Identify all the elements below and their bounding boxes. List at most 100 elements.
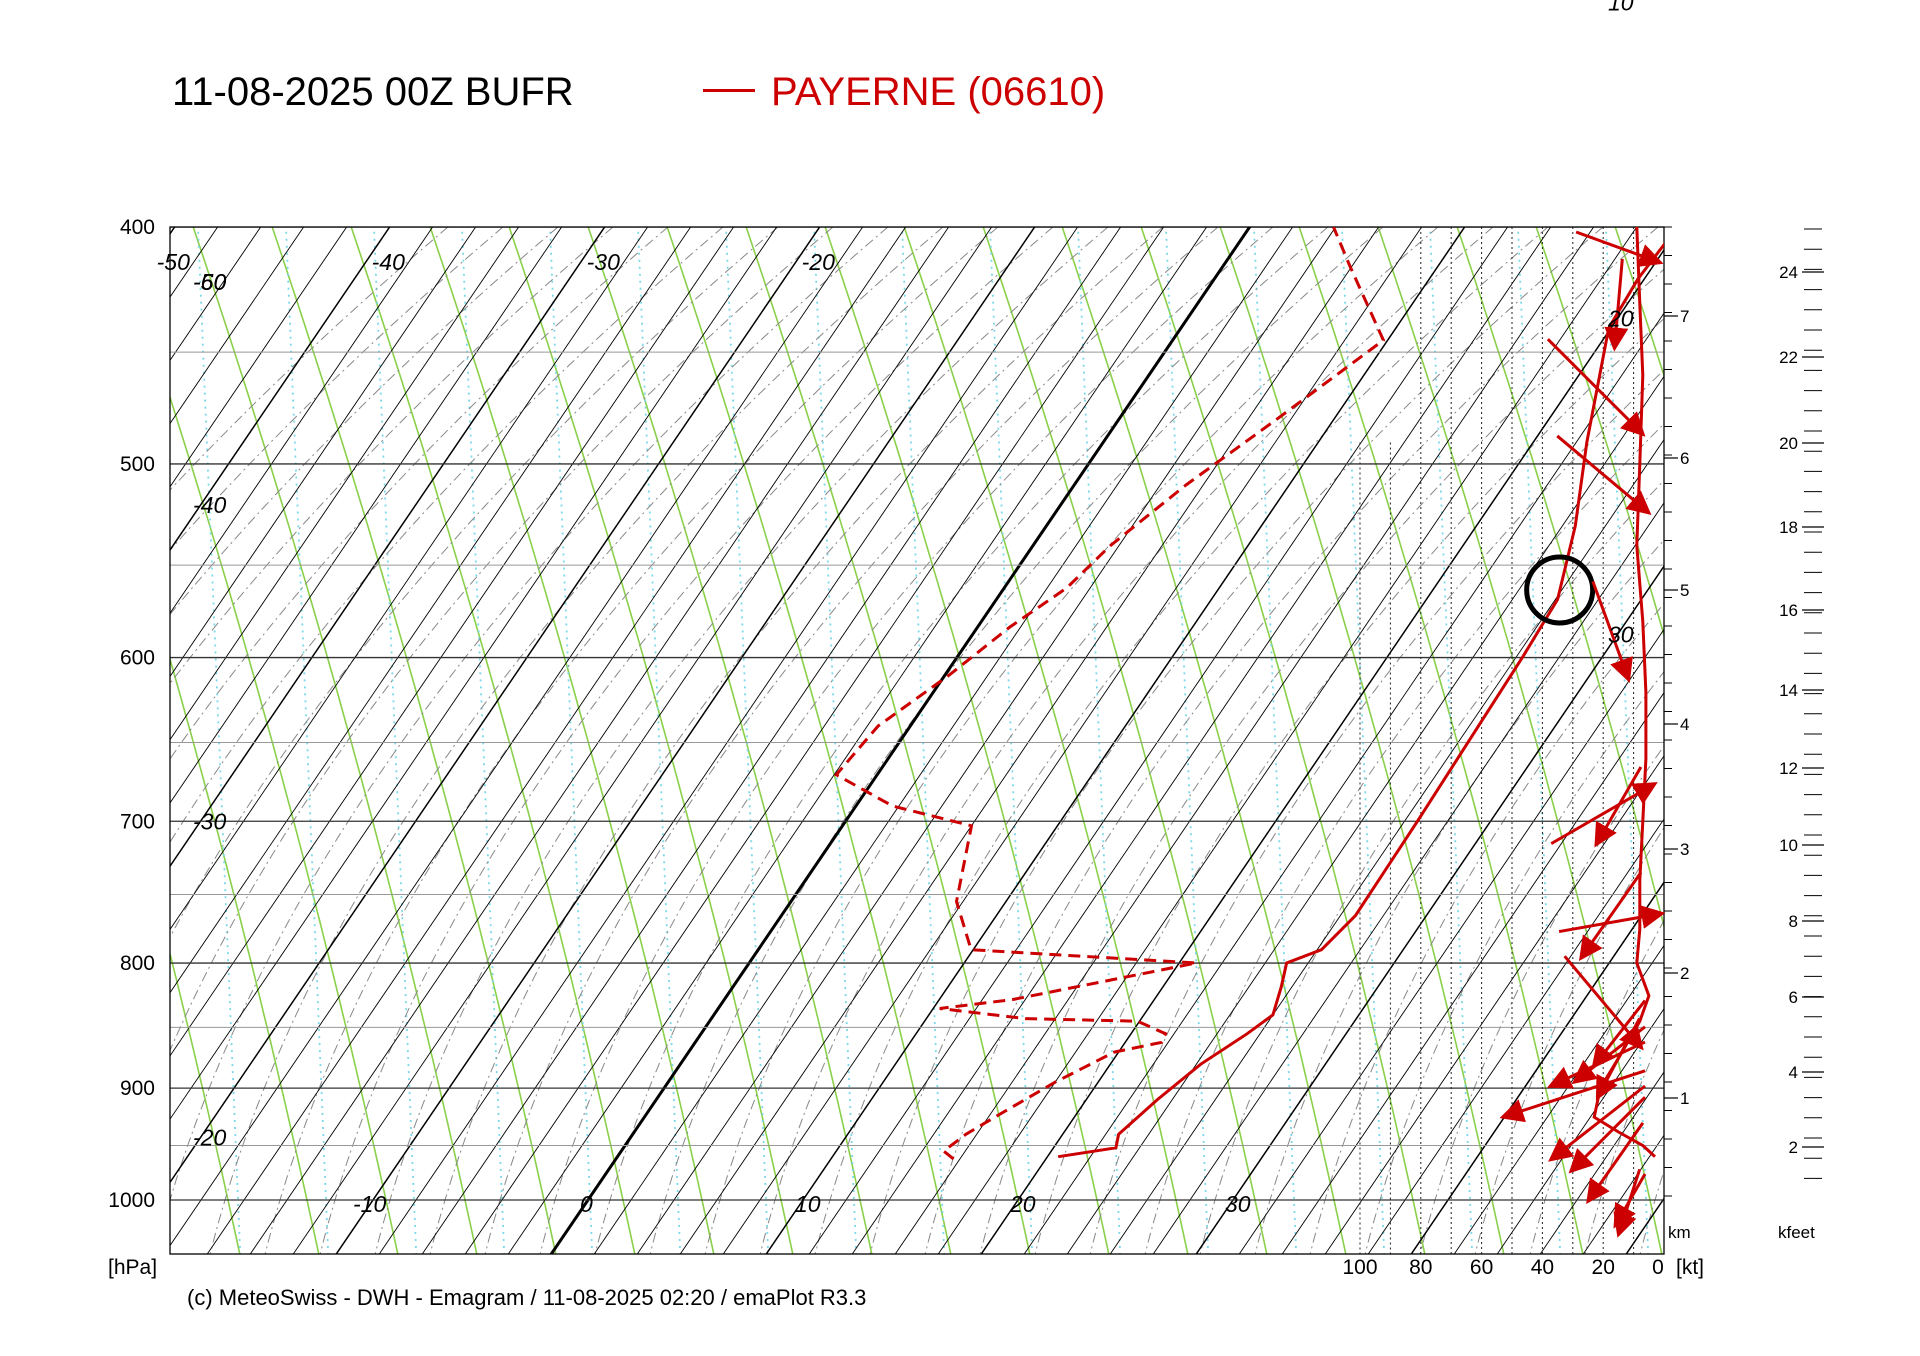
- dry-adiabat: [508, 227, 794, 1254]
- dry-adiabat: [170, 394, 399, 1254]
- saturated-adiabat: [649, 227, 1384, 1254]
- kfeet-label: 12: [1779, 759, 1798, 778]
- mixing-ratio-line: [549, 227, 594, 1254]
- dry-adiabat: [824, 227, 1110, 1254]
- mixing-ratio-line: [725, 227, 770, 1254]
- saturated-adiabat: [1748, 173, 1920, 1262]
- wind-arrow: [1558, 905, 1666, 934]
- isotherm-label-left: -40: [193, 492, 226, 518]
- km-label: 3: [1680, 840, 1689, 859]
- isotherm: [980, 248, 1664, 1254]
- mixing-ratio-line: [1517, 227, 1562, 1254]
- wind-arrow: [1586, 1121, 1645, 1204]
- saturated-adiabat: [1419, 745, 1664, 1254]
- isotherm: [1281, 691, 1664, 1254]
- km-label: 5: [1680, 581, 1689, 600]
- dry-adiabat: [1834, 173, 1920, 1262]
- pressure-tick-label: 400: [120, 216, 155, 239]
- marker-circle: [1524, 554, 1596, 626]
- mixing-ratio-line: [197, 227, 242, 1254]
- dewpoint-line: [833, 227, 1386, 1161]
- wind_profile-line: [1592, 227, 1657, 1158]
- kfeet-label: 8: [1789, 912, 1798, 931]
- saturated-adiabat: [170, 227, 834, 1052]
- km-label: 7: [1680, 307, 1689, 326]
- mixing-ratio-line: [1429, 227, 1474, 1254]
- isotherm-label-top: -20: [802, 249, 835, 275]
- pressure-tick-label: 500: [120, 453, 155, 476]
- mixing-ratio-line: [373, 227, 418, 1254]
- wind-arrow: [1594, 766, 1643, 848]
- saturated-adiabat: [1364, 670, 1664, 1254]
- wind-axis-label: 0: [1652, 1256, 1664, 1279]
- isotherm: [1453, 944, 1664, 1254]
- kfeet-label: 18: [1779, 518, 1798, 537]
- temperature-line: [1057, 242, 1664, 1159]
- dry-adiabat: [429, 227, 715, 1254]
- chart-legend: PAYERNE (06610): [703, 70, 1105, 115]
- isotherm: [722, 227, 1423, 1254]
- mixing-ratio-line: [20, 173, 65, 1262]
- isotherm: [0, 187, 159, 1300]
- pressure-tick-label: 600: [120, 647, 155, 670]
- dry-adiabat: [1755, 173, 1920, 1262]
- isotherm: [0, 187, 30, 1300]
- isotherm: [679, 227, 1380, 1254]
- dry-adiabat: [1061, 227, 1347, 1254]
- dry-adiabat: [0, 173, 4, 1262]
- mixing-ratio-line: [637, 227, 682, 1254]
- isotherm-label-left: -50: [193, 269, 226, 295]
- saturated-adiabat: [1529, 919, 1664, 1254]
- isotherm: [170, 227, 864, 1247]
- dry-adiabat: [982, 227, 1268, 1254]
- wind-arrow: [1613, 1173, 1647, 1229]
- wind-axis-label: 80: [1409, 1256, 1432, 1279]
- wind-arrow: [1548, 1084, 1646, 1162]
- dry-adiabat: [1535, 227, 1664, 638]
- wind-arrow: [1556, 434, 1652, 516]
- dry-adiabat: [587, 227, 873, 1254]
- saturated-adiabat: [170, 227, 614, 685]
- wind-axis-unit: [kt]: [1676, 1256, 1704, 1279]
- temperature-label: 30: [1225, 1191, 1251, 1217]
- isotherm: [0, 187, 116, 1300]
- kfeet-label: 6: [1789, 988, 1798, 1007]
- mixing-ratio-line: [989, 227, 1034, 1254]
- isotherm: [170, 227, 735, 1057]
- saturated-adiabat: [1693, 173, 1920, 1262]
- isotherm: [170, 227, 649, 931]
- dry-adiabat: [1456, 227, 1664, 930]
- pressure-tick-label: 700: [120, 810, 155, 833]
- temperature-label: 0: [580, 1191, 593, 1217]
- isotherm: [1625, 1197, 1664, 1254]
- isotherm: [1724, 187, 1920, 1300]
- wind-axis-label: 40: [1531, 1256, 1554, 1279]
- saturated-adiabat: [484, 227, 1219, 1254]
- isotherm: [1681, 187, 1920, 1300]
- km-unit: km: [1668, 1223, 1691, 1242]
- saturated-adiabat: [209, 227, 944, 1254]
- mixing-ratio-line: [1253, 227, 1298, 1254]
- km-label: 2: [1680, 964, 1689, 983]
- dry-adiabat: [170, 950, 241, 1254]
- isotherm: [170, 227, 778, 1120]
- isotherm: [464, 227, 1165, 1254]
- dry-adiabat: [1140, 227, 1426, 1254]
- isotherm: [765, 227, 1466, 1254]
- isotherm: [170, 227, 821, 1184]
- saturated-adiabat: [170, 227, 669, 760]
- kfeet-label: 2: [1789, 1138, 1798, 1157]
- pressure-tick-label: 800: [120, 952, 155, 975]
- saturated-adiabat: [264, 227, 999, 1254]
- dry-adiabat: [1913, 173, 1920, 1262]
- dry-adiabat: [1676, 173, 1920, 1262]
- isotherm: [1023, 312, 1664, 1254]
- temperature-label: -10: [353, 1191, 386, 1217]
- wind-arrow: [1568, 1096, 1647, 1174]
- mixing-ratio-line: [1605, 227, 1650, 1254]
- saturated-adiabat: [759, 227, 1494, 1254]
- kfeet-unit: kfeet: [1778, 1223, 1815, 1242]
- isotherm: [894, 227, 1595, 1254]
- saturated-adiabat: [170, 227, 779, 939]
- wind-arrow: [1604, 258, 1629, 352]
